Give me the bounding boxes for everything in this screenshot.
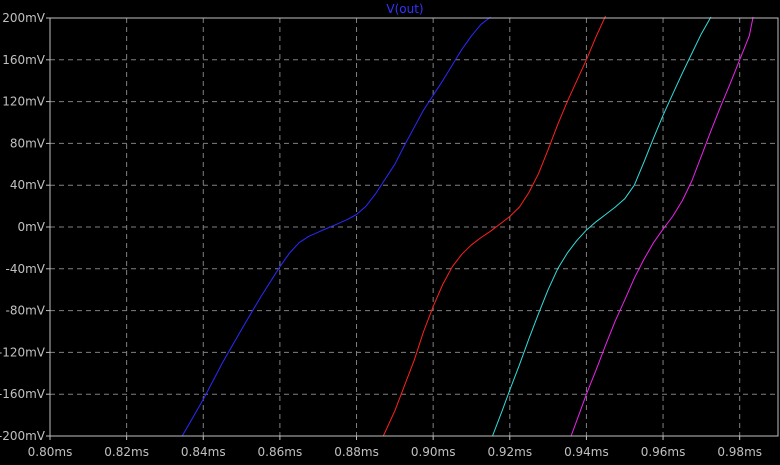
x-tick-label: 0.80ms: [28, 445, 73, 459]
x-tick-label: 0.86ms: [258, 445, 303, 459]
grid-layer: [50, 18, 778, 436]
chart-title: V(out): [386, 2, 423, 16]
series-line-3: [492, 16, 712, 437]
x-tick-label: 0.88ms: [334, 445, 379, 459]
y-tick-label: 80mV: [10, 136, 46, 150]
x-tick-label: 0.92ms: [487, 445, 532, 459]
x-tick-label: 0.98ms: [717, 445, 762, 459]
x-tick-label: 0.96ms: [641, 445, 686, 459]
y-tick-label: -120mV: [0, 345, 46, 359]
series-line-1: [181, 16, 491, 437]
y-tick-label: -80mV: [6, 304, 46, 318]
x-tick-label: 0.94ms: [564, 445, 609, 459]
x-tick-label: 0.84ms: [181, 445, 226, 459]
y-tick-label: 160mV: [2, 53, 46, 67]
x-tick-label: 0.82ms: [104, 445, 149, 459]
y-tick-label: -200mV: [0, 429, 46, 443]
series-line-4: [570, 16, 754, 437]
y-tick-label: -160mV: [0, 387, 46, 401]
series-layer: [181, 15, 754, 437]
y-tick-label: -40mV: [6, 262, 46, 276]
y-tick-label: 120mV: [2, 95, 46, 109]
y-tick-label: 200mV: [2, 11, 46, 25]
series-line-2: [382, 15, 607, 437]
x-tick-label: 0.90ms: [411, 445, 456, 459]
y-tick-label: 0mV: [17, 220, 45, 234]
tick-label-layer: 0.80ms 0.82ms 0.84ms 0.86ms 0.88ms 0.90ms 0.92…: [0, 11, 762, 459]
y-tick-label: 40mV: [10, 178, 46, 192]
